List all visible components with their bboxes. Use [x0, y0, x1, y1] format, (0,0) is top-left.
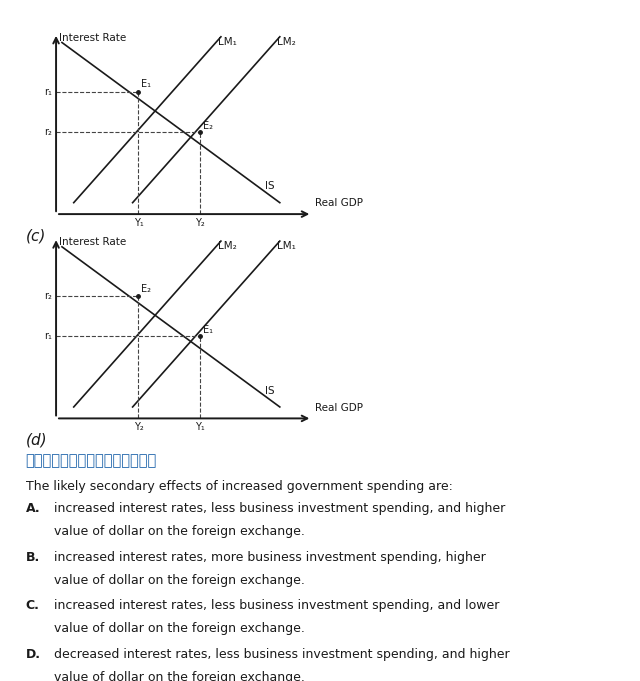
Text: Y₁: Y₁ [195, 422, 205, 432]
Text: Interest Rate: Interest Rate [59, 33, 126, 43]
Text: Y₁: Y₁ [134, 218, 143, 228]
Text: E₁: E₁ [204, 326, 213, 336]
Text: 于是，竪赛题就非常小菜一碟了：: 于是，竪赛题就非常小菜一碟了： [26, 453, 157, 468]
Text: LM₂: LM₂ [218, 241, 237, 251]
Text: E₂: E₂ [204, 121, 213, 131]
Text: IS: IS [265, 181, 275, 191]
Text: increased interest rates, more business investment spending, higher: increased interest rates, more business … [54, 550, 486, 563]
Text: E₂: E₂ [141, 283, 152, 294]
Text: Real GDP: Real GDP [315, 198, 363, 208]
Text: C.: C. [26, 599, 40, 612]
Text: Y₂: Y₂ [195, 218, 205, 228]
Text: LM₂: LM₂ [277, 37, 296, 47]
Text: value of dollar on the foreign exchange.: value of dollar on the foreign exchange. [54, 573, 305, 586]
Text: value of dollar on the foreign exchange.: value of dollar on the foreign exchange. [54, 671, 305, 681]
Text: Real GDP: Real GDP [315, 402, 363, 413]
Text: r₂: r₂ [44, 291, 52, 302]
Text: E₁: E₁ [141, 79, 152, 89]
Text: r₁: r₁ [44, 332, 52, 341]
Text: value of dollar on the foreign exchange.: value of dollar on the foreign exchange. [54, 622, 305, 635]
Text: Interest Rate: Interest Rate [59, 237, 126, 247]
Text: D.: D. [26, 648, 40, 661]
Text: Y₂: Y₂ [134, 422, 143, 432]
Text: increased interest rates, less business investment spending, and higher: increased interest rates, less business … [54, 502, 506, 515]
Text: B.: B. [26, 550, 40, 563]
Text: (d): (d) [26, 432, 47, 447]
Text: LM₁: LM₁ [277, 241, 296, 251]
Text: increased interest rates, less business investment spending, and lower: increased interest rates, less business … [54, 599, 500, 612]
Text: value of dollar on the foreign exchange.: value of dollar on the foreign exchange. [54, 525, 305, 538]
Text: (c): (c) [26, 228, 46, 243]
Text: IS: IS [265, 385, 275, 396]
Text: A.: A. [26, 502, 40, 515]
Text: r₂: r₂ [44, 127, 52, 137]
Text: The likely secondary effects of increased government spending are:: The likely secondary effects of increase… [26, 480, 452, 493]
Text: LM₁: LM₁ [218, 37, 237, 47]
Text: r₁: r₁ [44, 87, 52, 97]
Text: decreased interest rates, less business investment spending, and higher: decreased interest rates, less business … [54, 648, 510, 661]
